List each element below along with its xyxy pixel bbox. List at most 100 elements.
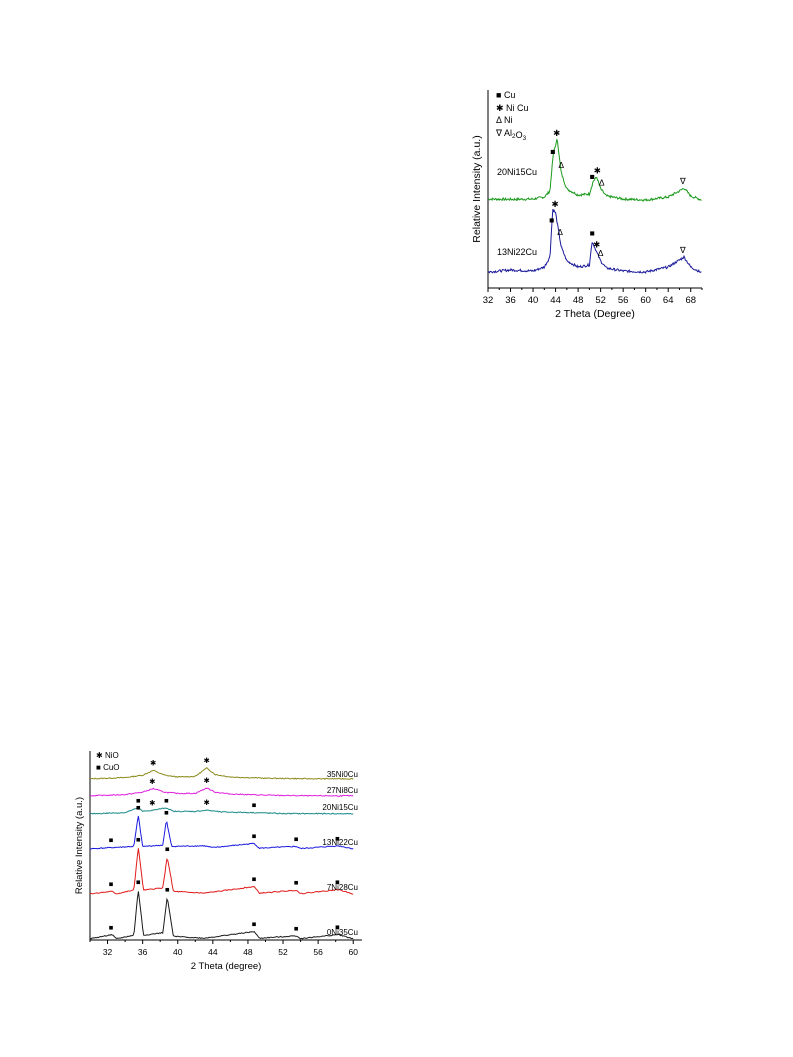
y-axis-title: Relative Intensity (a.u.) — [471, 135, 483, 242]
peak-marker: ■ — [294, 924, 299, 933]
x-tick-label: 60 — [348, 947, 358, 957]
legend-entry-0: ■ Cu — [496, 90, 515, 100]
legend-entry-0: ✱ NiO — [96, 751, 119, 760]
peak-marker: ■ — [294, 834, 299, 843]
legend-marker: ✱ — [96, 751, 105, 760]
x-tick-label: 36 — [138, 947, 148, 957]
peak-marker: ■ — [136, 835, 141, 844]
legend-entry-2: Δ Ni — [496, 115, 513, 125]
legend-entry-3: ∇ Al2O3 — [495, 128, 527, 142]
peak-marker: ✱ — [593, 239, 600, 249]
legend-label-part: O — [516, 130, 523, 140]
peak-marker: ■ — [165, 845, 170, 854]
peak-marker: ■ — [335, 923, 340, 932]
peak-marker: ✱ — [553, 128, 560, 138]
legend-marker: Δ — [496, 115, 504, 125]
peak-marker: ✱ — [204, 756, 211, 765]
x-tick-label: 52 — [278, 947, 288, 957]
peak-marker: ✱ — [594, 166, 601, 176]
legend-marker: ∇ — [495, 128, 504, 138]
x-tick-label: 56 — [313, 947, 323, 957]
legend-label: Cu — [504, 90, 516, 100]
series-line-0Ni35Cu — [89, 891, 354, 940]
series-label: 13Ni22Cu — [322, 838, 358, 847]
x-tick-label: 56 — [618, 295, 629, 306]
peak-marker: ■ — [164, 796, 169, 805]
peak-marker: ∇ — [679, 245, 687, 255]
series-label: 20Ni15Cu — [322, 803, 358, 812]
x-tick-label: 40 — [528, 295, 539, 306]
peak-marker: ■ — [590, 172, 595, 182]
series-line-7Ni28Cu — [89, 848, 354, 895]
x-tick-label: 40 — [173, 947, 183, 957]
legend-marker: ✱ — [496, 103, 506, 113]
series-label: 13Ni22Cu — [497, 247, 537, 257]
peak-marker: ■ — [109, 836, 114, 845]
legend-marker: ■ — [96, 763, 103, 772]
peak-marker: ■ — [164, 808, 169, 817]
x-tick-label: 60 — [640, 295, 651, 306]
legend-label-part: Al — [504, 128, 512, 138]
x-tick-label: 44 — [208, 947, 218, 957]
legend-label: Ni Cu — [506, 103, 529, 113]
series-line-20Ni15Cu — [89, 807, 354, 815]
y-axis-title: Relative Intensity (a.u.) — [74, 797, 85, 894]
x-tick-label: 64 — [663, 295, 674, 306]
peak-marker: ■ — [335, 834, 340, 843]
series-line-20Ni15Cu — [487, 139, 702, 202]
peak-marker: ∇ — [679, 176, 687, 186]
peak-marker: ■ — [109, 923, 114, 932]
series-line-13Ni22Cu — [487, 208, 702, 275]
peak-marker: Δ — [557, 227, 563, 237]
x-tick-label: 32 — [103, 947, 113, 957]
peak-marker: ■ — [252, 875, 257, 884]
x-tick-label: 44 — [550, 295, 561, 306]
legend-label: Ni — [504, 115, 513, 125]
peak-marker: ■ — [136, 803, 141, 812]
series-label: 20Ni15Cu — [497, 167, 537, 177]
peak-marker: ✱ — [551, 199, 558, 209]
legend-label: NiO — [105, 751, 119, 760]
x-axis-title: 2 Theta (Degree) — [555, 308, 635, 320]
peak-marker: ■ — [252, 801, 257, 810]
peak-marker: ✱ — [204, 776, 211, 785]
xrd-chart-top: 32 36 40 44 48 52 56 60 64 68 2 Theta (Degree) Rela… — [460, 80, 710, 320]
peak-marker: ✱ — [150, 758, 157, 767]
peak-marker: ■ — [136, 796, 141, 805]
xrd-chart-top-svg: 32 36 40 44 48 52 56 60 64 68 2 Theta (Degree) Rela… — [471, 90, 703, 320]
peak-marker: Δ — [558, 160, 564, 170]
peak-marker: ■ — [590, 228, 595, 238]
legend-entry-1: ✱ Ni Cu — [496, 103, 529, 113]
x-axis-title: 2 Theta (degree) — [191, 961, 262, 972]
peak-marker: ■ — [109, 879, 114, 888]
legend-label: CuO — [103, 763, 119, 772]
x-tick-label: 36 — [505, 295, 516, 306]
peak-marker: ■ — [165, 885, 170, 894]
peak-marker: ✱ — [204, 798, 211, 807]
legend-label-part: 2 — [512, 133, 516, 140]
peak-marker: Δ — [599, 177, 605, 187]
series-label: 27Ni8Cu — [327, 786, 358, 795]
series-line-13Ni22Cu — [89, 816, 354, 850]
series-label: 35Ni0Cu — [327, 770, 358, 779]
peak-marker: ■ — [549, 215, 554, 225]
peak-marker: ✱ — [149, 798, 156, 807]
x-tick-label: 52 — [595, 295, 606, 306]
x-tick-label: 68 — [685, 295, 696, 306]
peak-marker: Δ — [598, 248, 604, 258]
peak-marker: ■ — [136, 878, 141, 887]
peak-marker: ■ — [252, 920, 257, 929]
peak-marker: ✱ — [149, 777, 156, 786]
series-line-27Ni8Cu — [89, 787, 354, 797]
legend-marker: ■ — [496, 90, 504, 100]
series-label: 7Ni28Cu — [327, 883, 358, 892]
xrd-chart-bottom: 32 36 40 44 48 52 56 60 2 Theta (degree) Relative… — [60, 745, 370, 980]
x-tick-label: 48 — [573, 295, 584, 306]
series-label: 0Ni35Cu — [327, 928, 358, 937]
peak-marker: ■ — [550, 146, 555, 156]
series-line-35Ni0Cu — [89, 767, 354, 780]
peak-marker: ■ — [294, 878, 299, 887]
peak-marker: ■ — [335, 878, 340, 887]
xrd-chart-bottom-svg: 32 36 40 44 48 52 56 60 2 Theta (degree) Relative… — [74, 751, 362, 972]
x-tick-label: 48 — [243, 947, 253, 957]
